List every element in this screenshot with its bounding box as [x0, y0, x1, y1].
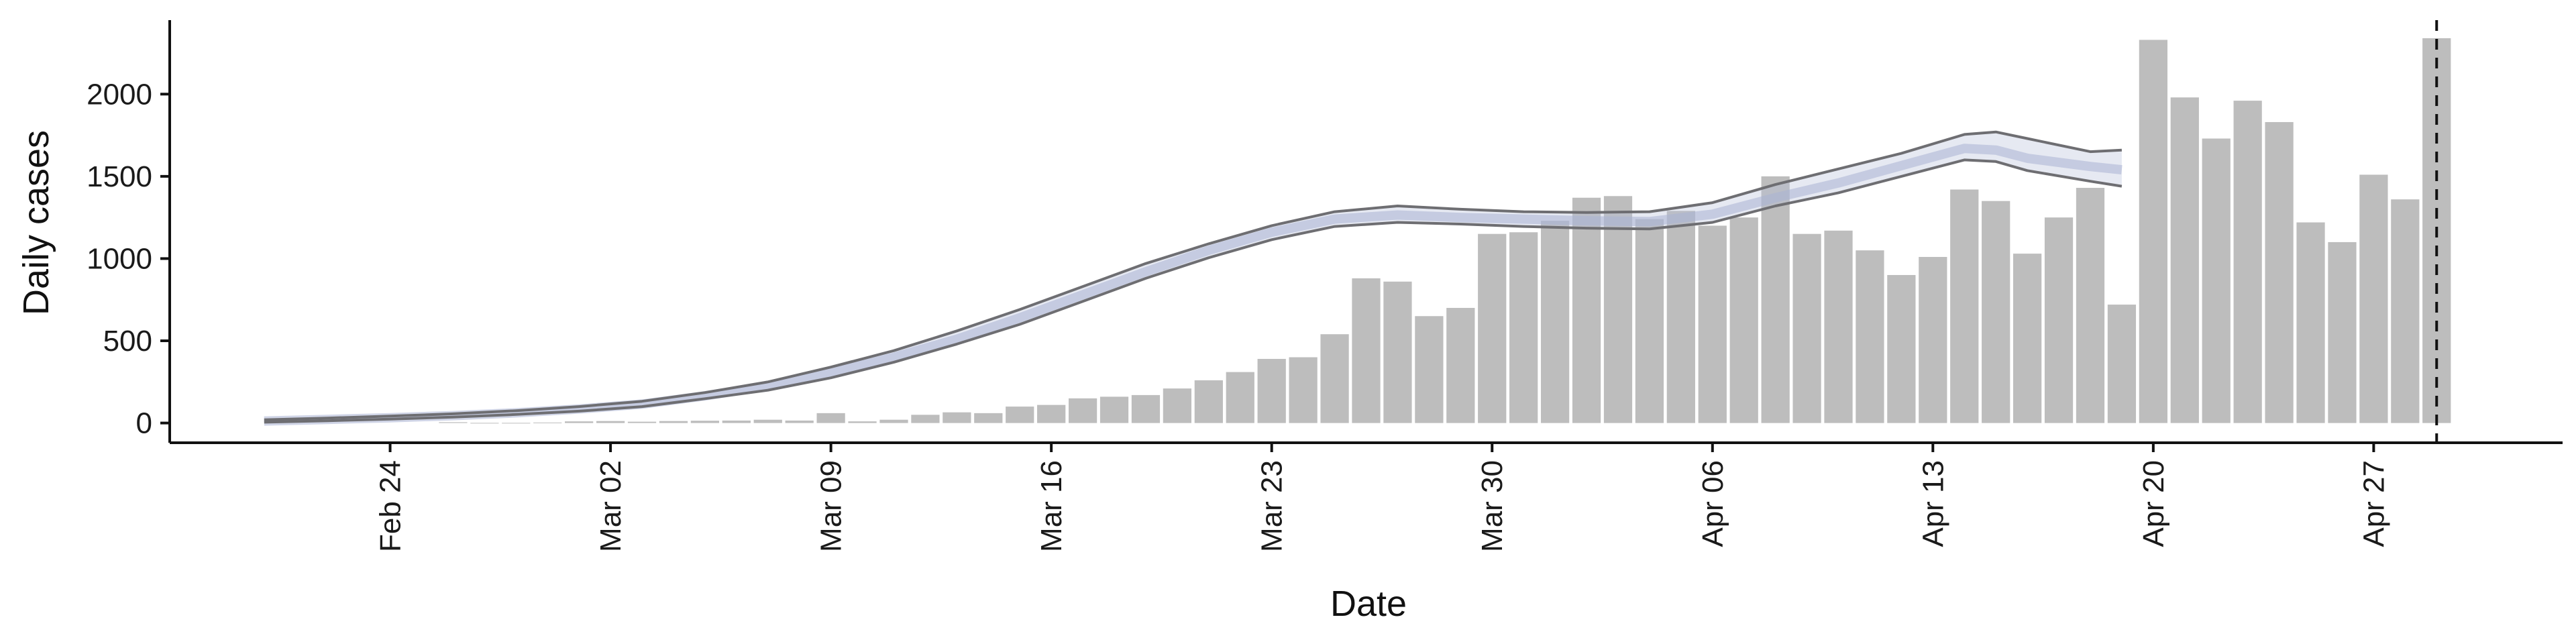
bar [1131, 394, 1161, 423]
x-tick-label: Mar 09 [815, 460, 848, 552]
bar [1099, 396, 1129, 423]
x-tick-label: Mar 23 [1256, 460, 1289, 552]
bar [1068, 398, 1097, 423]
bar [2107, 305, 2137, 423]
bar [1635, 219, 1664, 423]
x-tick-label: Apr 20 [2137, 460, 2170, 547]
bar [753, 419, 782, 423]
bar [1603, 196, 1633, 423]
bar [1761, 176, 1790, 423]
x-tick-label: Apr 13 [1917, 460, 1949, 547]
bar [848, 421, 877, 423]
bar [1666, 211, 1695, 423]
bar [1226, 372, 1254, 423]
bar [1729, 217, 1758, 423]
bar [722, 420, 751, 423]
bar [1792, 233, 1821, 423]
bar [911, 415, 940, 423]
bars-layer [439, 38, 2451, 424]
y-tick-label: 0 [136, 407, 152, 440]
bar [1163, 388, 1192, 423]
bar [974, 413, 1003, 423]
plot-area [264, 20, 2451, 443]
bar [1446, 307, 1475, 423]
y-axis-title: Daily cases [16, 130, 56, 315]
bar [1383, 281, 1412, 423]
bar [1478, 233, 1507, 423]
bar [1352, 278, 1381, 423]
bar [1982, 201, 2010, 423]
bar [2391, 199, 2420, 423]
x-tick-label: Mar 16 [1035, 460, 1068, 552]
estimate-band-layer [264, 131, 2123, 426]
x-tick-label: Mar 30 [1476, 460, 1509, 552]
bar [2044, 217, 2074, 423]
x-tick-label: Apr 06 [1697, 460, 1729, 547]
bar [1572, 197, 1601, 423]
bar [1415, 316, 1444, 423]
bar [1887, 274, 1916, 423]
x-tick-label: Apr 27 [2357, 460, 2390, 547]
y-tick-label: 1500 [87, 160, 152, 193]
bar [1919, 256, 1947, 423]
estimate-lower-line [264, 158, 2123, 424]
bar [659, 421, 688, 423]
x-axis-title: Date [1330, 584, 1407, 624]
bar [1540, 221, 1570, 423]
y-tick-label: 500 [103, 325, 152, 358]
estimate-lines-layer [264, 130, 2123, 424]
bar [785, 420, 814, 423]
estimate-upper-line [264, 130, 2123, 421]
bar [2233, 101, 2262, 423]
bar [1037, 405, 1066, 423]
y-axis-ticks: 0 500 1000 1500 2000 [87, 78, 170, 440]
bar [943, 412, 971, 423]
bar [1320, 334, 1349, 423]
bar [1006, 407, 1034, 423]
bar [2170, 97, 2199, 423]
bar [2076, 188, 2105, 423]
bar [2265, 121, 2294, 423]
bar [439, 422, 468, 423]
x-axis-ticks: Feb 24 Mar 02 Mar 09 Mar 16 Mar 23 Mar 30 Apr … [374, 443, 2390, 552]
bar [2296, 222, 2325, 423]
bar [879, 419, 908, 423]
bar [1698, 225, 1727, 423]
bar [1950, 189, 1979, 423]
bar [1824, 230, 1853, 423]
bar [565, 421, 594, 423]
bar [1289, 357, 1318, 423]
x-tick-label: Feb 24 [374, 460, 407, 552]
bar [2359, 174, 2388, 423]
bar [2328, 241, 2357, 423]
bar [596, 421, 625, 423]
bar [1257, 358, 1286, 423]
bar [1509, 232, 1538, 423]
bar [2012, 254, 2042, 423]
x-tick-label: Mar 02 [594, 460, 627, 552]
estimate-median-band [264, 144, 2123, 426]
y-tick-label: 1000 [87, 242, 152, 275]
bar [690, 421, 720, 423]
bar [1194, 380, 1223, 423]
bar [816, 413, 845, 423]
y-tick-label: 2000 [87, 78, 152, 111]
bar [627, 421, 657, 423]
bar [2139, 40, 2167, 423]
bar [1856, 250, 1884, 423]
bar [2202, 138, 2231, 423]
